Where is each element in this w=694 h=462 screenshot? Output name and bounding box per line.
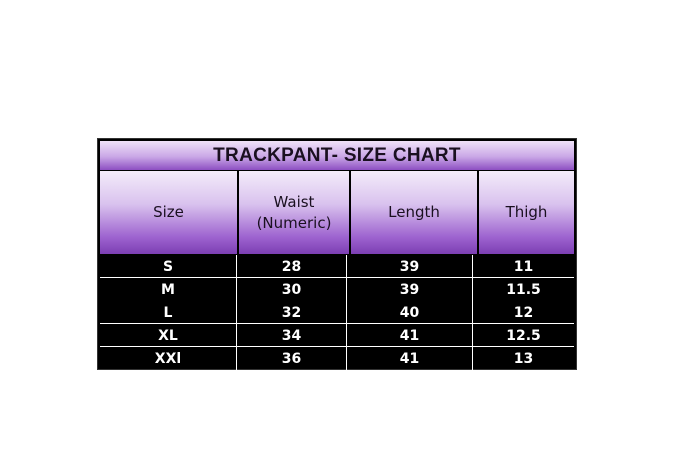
header-length: Length (351, 171, 477, 254)
cell-waist: 34 (237, 324, 347, 347)
cell-length: 41 (347, 347, 473, 370)
header-size: Size (100, 171, 237, 254)
cell-size: M (100, 278, 237, 301)
table-title: TRACKPANT- SIZE CHART (100, 141, 574, 170)
cell-length: 39 (347, 255, 473, 278)
cell-waist: 28 (237, 255, 347, 278)
cell-length: 39 (347, 278, 473, 301)
cell-waist: 36 (237, 347, 347, 370)
header-waist: Waist (Numeric) (239, 171, 349, 254)
cell-waist: 30 (237, 278, 347, 301)
table-body: S 28 39 11 M 30 39 11.5 L 32 40 12 XL 34 41 12.5 XXl 36 41… (100, 255, 574, 370)
size-chart-table: TRACKPANT- SIZE CHART Size Waist (Numeric… (97, 138, 577, 370)
cell-length: 41 (347, 324, 473, 347)
table-row: XL 34 41 12.5 (100, 324, 574, 347)
cell-thigh: 13 (513, 350, 534, 367)
cell-size: XL (100, 324, 237, 347)
cell-length: 40 (347, 301, 473, 324)
header-waist-line1: Waist (273, 193, 315, 212)
cell-size: XXl (100, 347, 237, 370)
header-waist-line2: (Numeric) (256, 213, 332, 232)
cell-waist: 32 (237, 301, 347, 324)
cell-thigh: 12.5 (506, 327, 541, 344)
cell-thigh: 11.5 (506, 281, 541, 298)
row-divider (100, 346, 574, 347)
cell-thigh: 11 (513, 258, 534, 275)
cell-thigh: 12 (513, 304, 534, 321)
row-divider (100, 277, 574, 278)
header-thigh: Thigh (479, 171, 574, 254)
table-row: S 28 39 11 (100, 255, 574, 278)
table-row: XXl 36 41 13 (100, 347, 574, 370)
table-row: L 32 40 12 (100, 301, 574, 324)
row-divider (100, 323, 574, 324)
table-row: M 30 39 11.5 (100, 278, 574, 301)
header-row: Size Waist (Numeric) Length Thigh (100, 171, 574, 254)
cell-size: L (100, 301, 237, 324)
cell-size: S (100, 255, 237, 278)
